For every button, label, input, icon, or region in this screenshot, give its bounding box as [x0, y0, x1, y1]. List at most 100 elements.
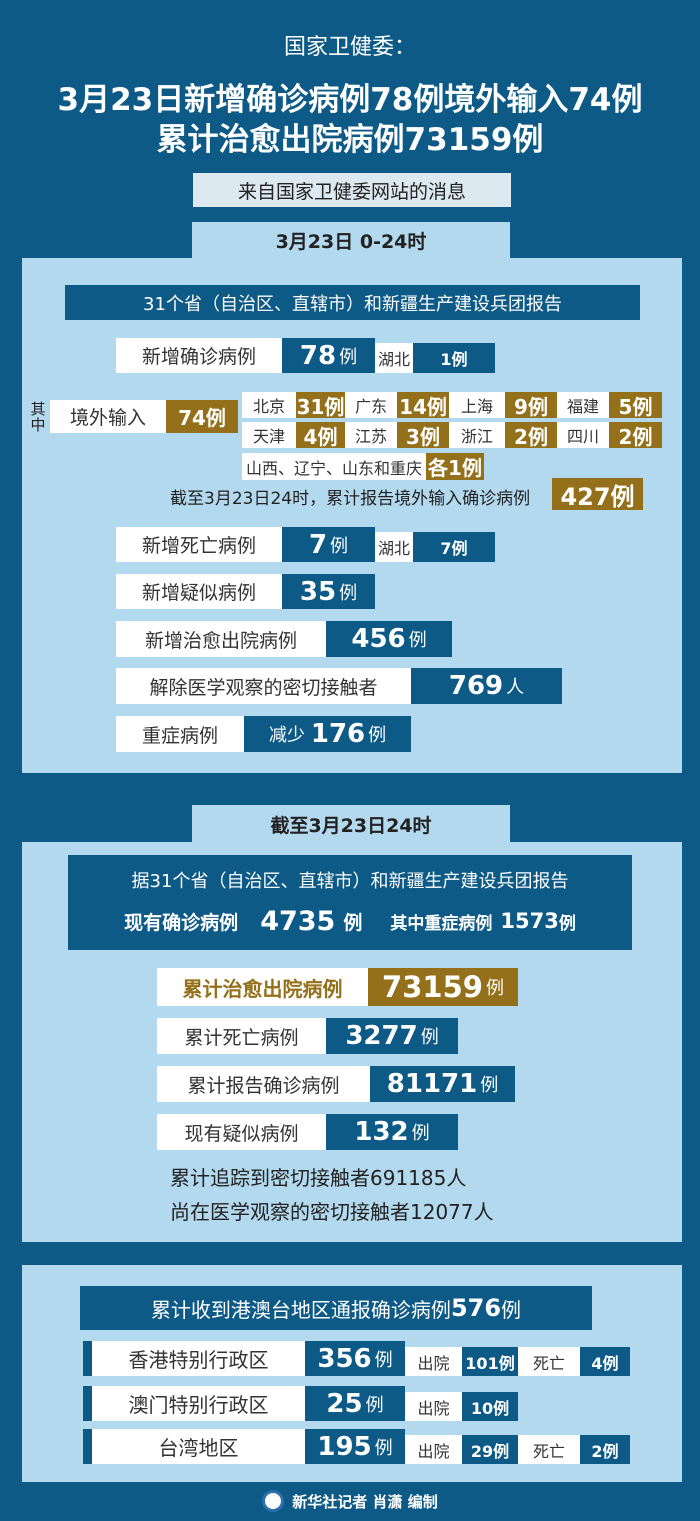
current-suspected-label: 现有疑似病例 — [157, 1114, 326, 1150]
value: 356 — [317, 1343, 372, 1374]
total-deaths-value: 3277 例 — [326, 1018, 458, 1054]
value: 35 — [299, 576, 337, 607]
new-confirmed-value: 78 例 — [282, 338, 375, 373]
unit: 例 — [330, 535, 349, 557]
unit: 例 — [365, 1394, 384, 1416]
hubei-value: 1例 — [413, 343, 495, 373]
subtitle: 来自国家卫健委网站的消息 — [193, 173, 511, 207]
death-value: 4例 — [580, 1347, 630, 1376]
imported-cumulative-text: 截至3月23日24时，累计报告境外输入确诊病例 — [170, 489, 531, 509]
total-confirmed-value: 81171 例 — [370, 1066, 515, 1102]
value: 3277 — [345, 1021, 418, 1051]
region-confirmed: 195 例 — [305, 1429, 405, 1464]
region-confirmed: 25 例 — [305, 1386, 405, 1421]
unit: 例 — [420, 1027, 439, 1048]
current-banner: 据31个省（自治区、直辖市）和新疆生产建设兵团报告 — [131, 871, 569, 892]
value: 81171 — [386, 1069, 478, 1099]
value: 132 — [354, 1117, 409, 1147]
value: 78 — [299, 340, 337, 371]
region-name: 香港特别行政区 — [92, 1341, 305, 1376]
released-contacts-label: 解除医学观察的密切接触者 — [116, 668, 411, 704]
others-value: 各1例 — [426, 453, 484, 480]
discharged-label: 出院 — [405, 1392, 462, 1421]
new-suspected-value: 35 例 — [282, 574, 375, 609]
row-marker — [83, 1429, 92, 1464]
value: 769 — [448, 671, 504, 701]
title-line-1: 3月23日新增确诊病例78例境外输入74例 — [57, 81, 643, 118]
new-suspected-label: 新增疑似病例 — [116, 574, 282, 609]
traced-contacts-text: 累计追踪到密切接触者691185人 — [170, 1166, 467, 1190]
imported-cumulative-value: 427例 — [552, 478, 643, 511]
total-deaths-label: 累计死亡病例 — [157, 1018, 326, 1054]
current-suspected-value: 132 例 — [326, 1114, 458, 1150]
title-line-2: 累计治愈出院病例73159例 — [156, 121, 544, 158]
province-value: 9例 — [505, 392, 557, 419]
row-marker — [83, 1341, 92, 1376]
unit: 例 — [408, 630, 427, 651]
province-name: 江苏 — [345, 422, 397, 448]
imported-label: 境外输入 — [50, 400, 166, 433]
unit: 例 — [480, 1075, 499, 1096]
province-name: 四川 — [557, 422, 609, 448]
province-value: 4例 — [296, 422, 345, 449]
prefix: 减少 — [268, 725, 305, 746]
new-cured-label: 新增治愈出院病例 — [116, 621, 326, 657]
current-value: 4735 — [260, 905, 336, 937]
death-label: 死亡 — [518, 1435, 580, 1464]
unit: 例 — [368, 725, 387, 746]
total-confirmed-label: 累计报告确诊病例 — [157, 1066, 370, 1102]
severe-label: 重症病例 — [116, 716, 244, 752]
province-value: 14例 — [397, 392, 449, 419]
unit: 例 — [485, 978, 504, 999]
unit: 例 — [374, 1349, 393, 1371]
daily-tab: 3月23日 0-24时 — [192, 222, 510, 259]
discharged-value: 29例 — [462, 1435, 518, 1464]
total-cured-label: 累计治愈出院病例 — [157, 968, 368, 1006]
province-name: 北京 — [242, 392, 296, 418]
province-name: 浙江 — [449, 422, 505, 448]
death-label: 死亡 — [518, 1347, 580, 1376]
discharged-value: 10例 — [462, 1392, 518, 1421]
footer-credit: 新华社记者 肖潇 编制 — [292, 1492, 438, 1511]
current-box: 据31个省（自治区、直辖市）和新疆生产建设兵团报告 现有确诊病例 4735 例 … — [68, 855, 632, 950]
unit: 人 — [506, 677, 525, 698]
value: 73159 — [382, 970, 483, 1004]
new-confirmed-label: 新增确诊病例 — [116, 338, 282, 373]
new-cured-value: 456 例 — [326, 621, 452, 657]
current-label: 现有确诊病例 — [124, 911, 239, 934]
region-name: 台湾地区 — [92, 1429, 305, 1464]
unit: 例 — [339, 582, 358, 604]
province-value: 2例 — [609, 422, 662, 449]
banner-value: 576 — [450, 1294, 502, 1322]
province-name: 福建 — [557, 392, 609, 418]
imported-value: 74例 — [166, 400, 238, 433]
province-value: 31例 — [296, 392, 345, 419]
new-deaths-label: 新增死亡病例 — [116, 527, 282, 562]
unit: 例 — [339, 346, 358, 368]
value: 456 — [351, 624, 406, 654]
severe-unit: 例 — [558, 913, 576, 934]
severe-label: 其中重症病例 — [390, 913, 493, 934]
value: 7 — [308, 529, 328, 560]
unit: 例 — [411, 1123, 430, 1144]
province-name: 广东 — [345, 392, 397, 418]
value: 176 — [310, 719, 366, 749]
province-value: 3例 — [397, 422, 449, 449]
deaths-hubei-value: 7例 — [413, 532, 495, 562]
banner-unit: 例 — [501, 1297, 522, 1322]
among-label: 其中 — [30, 400, 46, 434]
footer: 新华社记者 肖潇 编制 — [0, 1487, 700, 1515]
daily-banner: 31个省（自治区、直辖市）和新疆生产建设兵团报告 — [65, 285, 640, 320]
observed-contacts-text: 尚在医学观察的密切接触者12077人 — [170, 1200, 494, 1224]
severe-value: 1573 — [500, 909, 559, 933]
hmt-banner: 累计收到港澳台地区通报确诊病例 576 例 — [80, 1286, 592, 1330]
discharged-label: 出院 — [405, 1435, 462, 1464]
others-label: 山西、辽宁、山东和重庆 — [242, 453, 426, 480]
xinhua-logo-icon — [262, 1490, 285, 1512]
source-label: 国家卫健委： — [283, 35, 416, 60]
released-contacts-value: 769 人 — [411, 668, 562, 704]
current-unit: 例 — [343, 911, 363, 934]
cumulative-tab: 截至3月23日24时 — [192, 805, 510, 843]
region-confirmed: 356 例 — [305, 1341, 405, 1376]
